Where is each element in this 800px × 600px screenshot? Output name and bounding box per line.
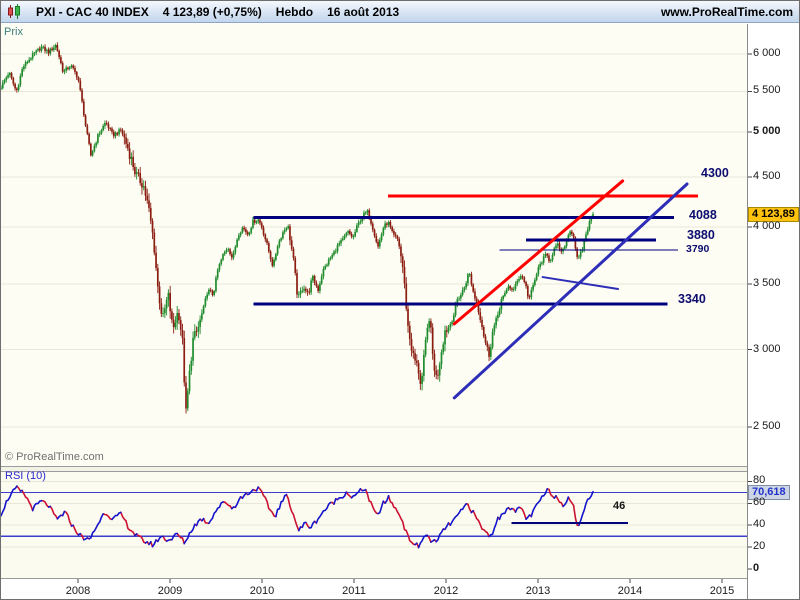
price-tick-label: 5 500 [753, 84, 781, 97]
rsi-tick-label: 80 [753, 474, 766, 487]
level-label: 3880 [687, 228, 715, 243]
last-quote: 4 123,89 (+0,75%) [162, 4, 262, 19]
main-panel-bottom-border [1, 466, 747, 467]
year-label: 2015 [709, 585, 735, 597]
timeframe-label: Hebdo [275, 4, 314, 19]
price-tick-label: 5 000 [753, 124, 781, 137]
price-axis-surface[interactable] [748, 24, 799, 578]
year-label: 2010 [249, 585, 275, 597]
price-tick-label: 4 500 [753, 169, 781, 182]
rsi-tick-label: 60 [753, 496, 766, 509]
time-axis-surface[interactable] [1, 579, 747, 599]
price-tick-label: 2 500 [753, 420, 781, 433]
candlestick-icon [8, 4, 20, 19]
date-label: 16 août 2013 [327, 4, 400, 19]
year-label: 2014 [617, 585, 643, 597]
panel-gap [1, 467, 747, 471]
price-axis-title: Prix [4, 26, 23, 38]
price-tick-label: 4 000 [753, 219, 781, 232]
rsi-tick-label: 40 [753, 518, 766, 531]
last-price-tag: 4 123,89 [748, 206, 799, 222]
year-label: 2012 [433, 585, 459, 597]
level-label: 3790 [686, 242, 710, 255]
website-label: www.ProRealTime.com [660, 4, 793, 19]
year-label: 2009 [157, 585, 183, 597]
main-chart-surface[interactable] [1, 24, 747, 466]
title-bar: PXI - CAC 40 INDEX 4 123,89 (+0,75%) Heb… [1, 1, 799, 23]
rsi-panel-bottom-border [1, 578, 747, 579]
rsi-tick-label: 0 [753, 562, 760, 574]
rsi-indicator-label: RSI (10) [5, 470, 46, 482]
price-tick-label: 3 000 [753, 342, 781, 355]
rsi-value-tag: 70,618 [748, 484, 790, 500]
price-tick-label: 3 500 [753, 276, 781, 289]
instrument-title: PXI - CAC 40 INDEX [36, 4, 149, 19]
year-label: 2013 [525, 585, 551, 597]
year-label: 2011 [342, 585, 366, 597]
price-axis-border [747, 24, 748, 599]
copyright-label: © ProRealTime.com [5, 451, 104, 463]
price-tick-label: 6 000 [753, 47, 781, 60]
rsi-chart-surface[interactable] [1, 472, 747, 578]
level-label: 4088 [689, 207, 717, 222]
rsi-tick-label: 20 [753, 540, 766, 553]
rsi-panel-top-border [1, 471, 747, 472]
year-label: 2008 [65, 585, 91, 597]
